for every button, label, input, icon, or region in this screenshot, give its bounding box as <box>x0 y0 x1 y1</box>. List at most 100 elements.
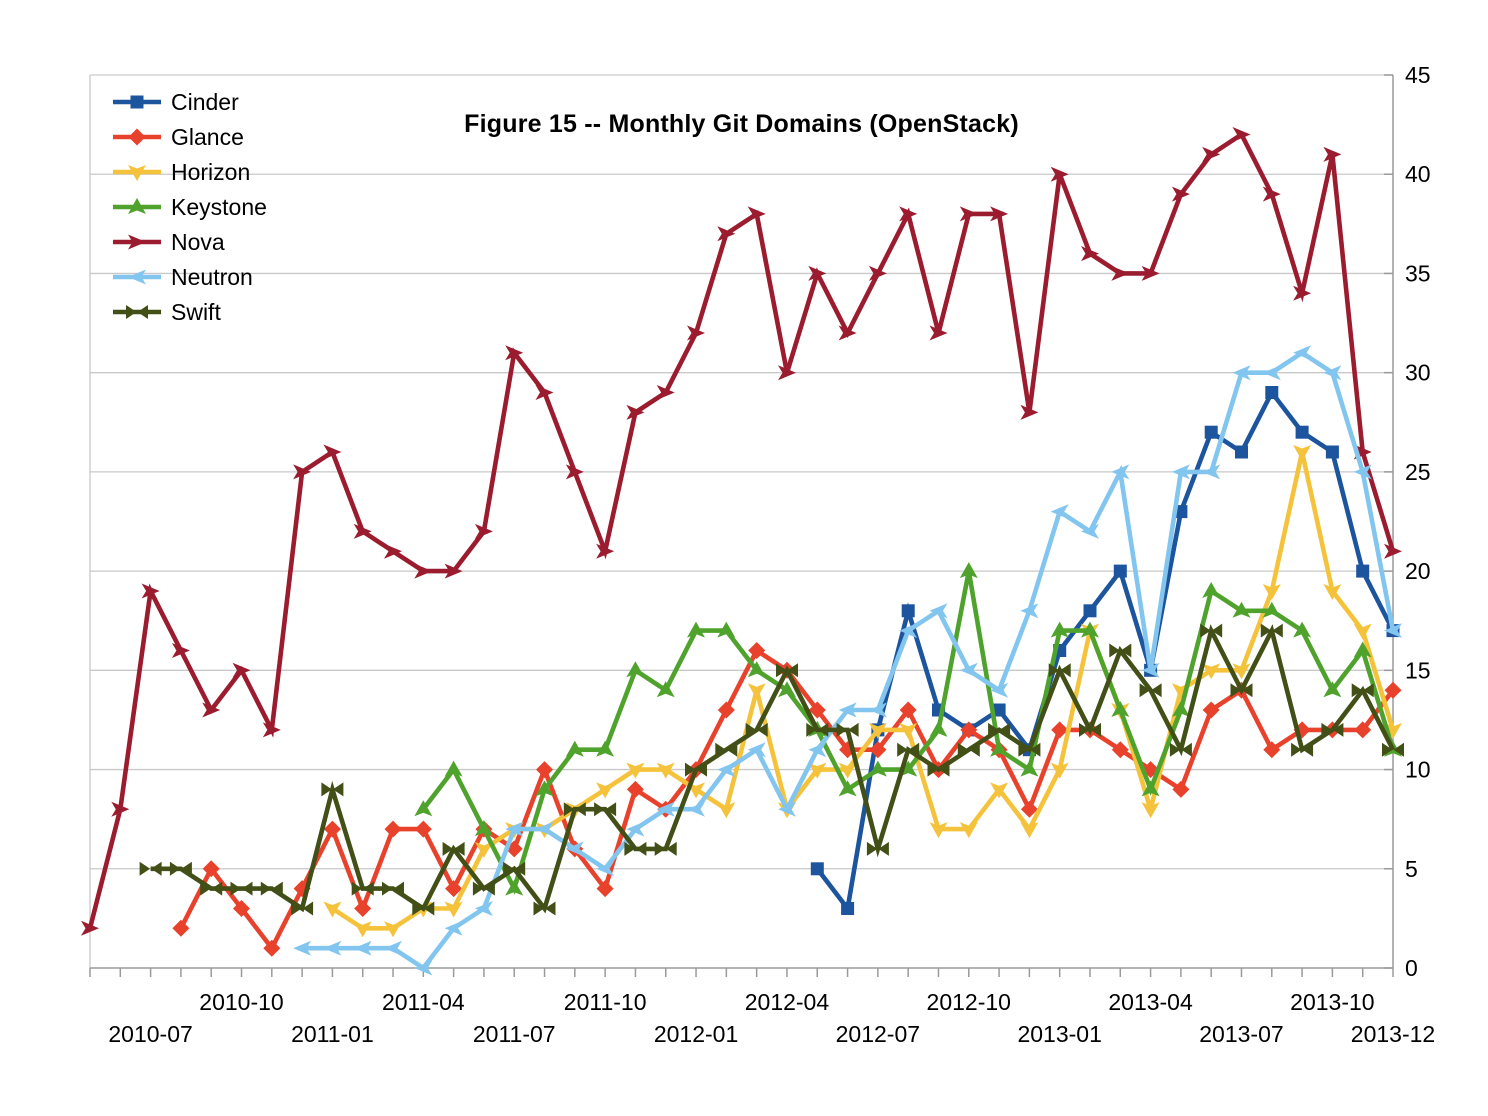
data-point-marker <box>1171 464 1190 480</box>
data-point-marker <box>596 782 615 799</box>
data-point-marker <box>1384 681 1402 699</box>
data-point-marker <box>899 701 917 719</box>
data-point-marker <box>687 801 705 817</box>
data-point-marker <box>841 902 855 915</box>
legend-label: Cinder <box>171 89 239 115</box>
data-point-marker <box>869 741 887 759</box>
chart-title: Figure 15 -- Monthly Git Domains (OpenSt… <box>464 110 1019 138</box>
legend-item-cinder: Cinder <box>113 89 239 115</box>
data-point-marker <box>838 325 857 341</box>
data-point-marker <box>414 563 433 579</box>
data-point-marker <box>1232 601 1251 618</box>
data-point-marker <box>959 662 978 678</box>
data-point-marker <box>1384 623 1402 639</box>
data-point-marker <box>656 681 675 698</box>
data-point-marker <box>596 740 615 757</box>
data-point-marker <box>929 822 948 839</box>
data-point-marker <box>1202 701 1220 719</box>
data-point-marker <box>808 762 827 779</box>
data-point-marker <box>1202 582 1221 598</box>
data-point-marker <box>988 722 1011 737</box>
data-point-marker <box>899 760 918 777</box>
data-point-marker <box>1018 742 1041 757</box>
axes <box>89 74 1394 977</box>
data-point-marker <box>1230 683 1253 698</box>
data-point-marker <box>1109 643 1132 658</box>
data-point-marker <box>414 820 432 838</box>
data-point-marker <box>172 919 190 937</box>
data-point-marker <box>262 722 281 738</box>
data-point-marker <box>1323 365 1342 381</box>
data-point-marker <box>474 841 493 858</box>
y-tick-label: 30 <box>1405 360 1431 386</box>
data-point-marker <box>1260 623 1283 638</box>
data-point-marker <box>291 901 314 916</box>
data-point-marker <box>778 365 796 381</box>
data-point-marker <box>1020 800 1038 818</box>
x-tick-label: 2011-01 <box>291 1021 374 1047</box>
data-point-marker <box>563 802 586 817</box>
x-tick-label: 2012-01 <box>654 1021 738 1047</box>
data-point-marker <box>353 921 372 938</box>
data-point-marker <box>838 762 857 779</box>
x-tick-label: 2013-10 <box>1290 989 1374 1015</box>
data-point-marker <box>1020 603 1039 619</box>
data-point-marker <box>1323 146 1342 162</box>
data-point-marker <box>626 821 645 837</box>
data-point-marker <box>1081 246 1099 262</box>
data-point-marker <box>596 880 614 898</box>
data-point-marker <box>1291 742 1314 757</box>
data-point-marker <box>1141 780 1160 797</box>
data-point-marker <box>1232 127 1251 142</box>
data-point-marker <box>838 702 857 718</box>
legend-item-horizon: Horizon <box>113 159 250 185</box>
data-point-marker <box>626 661 645 678</box>
data-point-marker <box>141 583 160 599</box>
x-tick-label: 2010-07 <box>108 1021 192 1047</box>
data-point-marker <box>128 165 146 181</box>
data-point-marker <box>535 385 554 400</box>
data-point-marker <box>1235 445 1248 459</box>
data-point-marker <box>169 861 192 876</box>
legend-label: Glance <box>171 124 244 150</box>
data-point-marker <box>1293 285 1312 301</box>
data-point-marker <box>808 742 827 758</box>
data-point-marker <box>260 881 283 896</box>
data-point-marker <box>626 780 644 798</box>
data-point-marker <box>321 782 344 797</box>
data-point-marker <box>929 603 948 619</box>
data-point-marker <box>1265 386 1279 399</box>
y-axis-labels: 0 5 10 15 20 25 30 35 40 45 <box>1405 62 1431 981</box>
x-tick-label: 2010-10 <box>199 989 283 1015</box>
data-point-marker <box>414 800 433 817</box>
data-point-marker <box>594 802 617 817</box>
data-point-marker <box>384 940 402 956</box>
y-tick-label: 25 <box>1405 459 1431 485</box>
data-point-marker <box>565 464 584 480</box>
data-point-marker <box>1382 742 1404 757</box>
data-point-marker <box>654 841 677 856</box>
data-point-marker <box>1321 722 1344 737</box>
x-tick-label: 2011-07 <box>473 1021 556 1047</box>
data-point-marker <box>1048 663 1071 678</box>
data-point-marker <box>1050 621 1069 638</box>
data-point-marker <box>656 801 675 817</box>
data-point-marker <box>990 740 1009 757</box>
data-point-marker <box>1262 186 1281 202</box>
data-point-marker <box>1083 604 1097 618</box>
data-point-marker <box>128 234 146 250</box>
data-point-marker <box>1384 543 1402 559</box>
data-point-marker <box>535 780 554 797</box>
data-point-marker <box>1353 641 1372 658</box>
data-point-marker <box>323 444 342 460</box>
data-point-marker <box>992 703 1006 717</box>
data-point-marker <box>444 920 463 936</box>
data-point-marker <box>717 762 736 778</box>
data-point-marker <box>929 325 948 341</box>
data-point-marker <box>384 820 402 838</box>
data-point-marker <box>1171 701 1190 717</box>
data-point-marker <box>171 643 190 658</box>
data-point-marker <box>414 960 433 976</box>
data-point-marker <box>128 198 146 214</box>
series-swift <box>139 623 1404 916</box>
